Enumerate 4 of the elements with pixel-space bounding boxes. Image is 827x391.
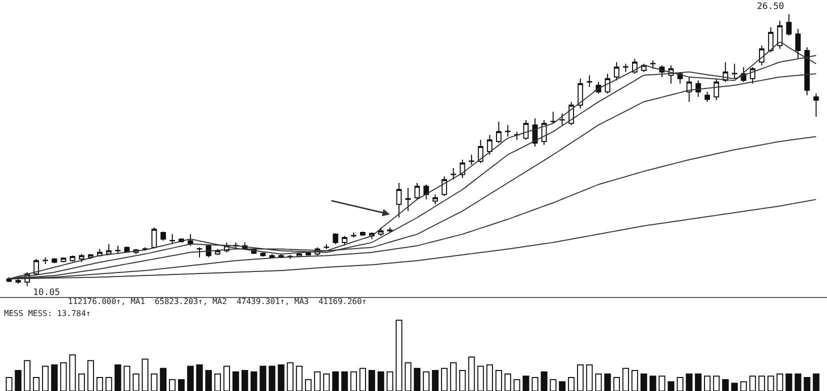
text: 112176.000↑, MA1 65823.203↑, MA2 47439.301↑, MA3 41169.260↑ (68, 297, 367, 306)
text: 10.05 (33, 288, 60, 298)
text: MESS MESS: 13.784↑ (4, 309, 91, 318)
text: 26.50 (757, 2, 784, 12)
